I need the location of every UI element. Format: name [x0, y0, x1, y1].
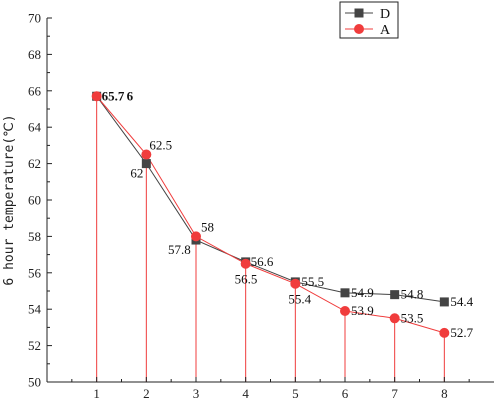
legend-label-A: A	[380, 23, 391, 38]
y-tick-label: 70	[28, 11, 41, 26]
data-label-D: 65.7	[102, 88, 125, 103]
data-label-D: 56.6	[251, 254, 274, 269]
y-tick-label: 66	[28, 83, 42, 98]
data-label-D: 62	[130, 166, 143, 181]
y-tick-label: 64	[28, 120, 42, 135]
y-tick-label: 54	[28, 302, 42, 317]
y-axis-title: 6 hour temperature(℃)	[2, 114, 17, 285]
y-tick-label: 62	[28, 156, 41, 171]
x-tick-label: 2	[143, 386, 150, 401]
legend-marker-D	[354, 8, 364, 18]
data-label-D: 54.8	[401, 287, 424, 302]
data-label-D: 54.4	[450, 294, 473, 309]
marker-A	[141, 149, 152, 160]
data-label-A: 62.5	[149, 138, 172, 153]
legend-marker-A	[354, 24, 364, 34]
y-tick-label: 52	[28, 338, 41, 353]
marker-A	[439, 327, 450, 338]
marker-D	[141, 159, 151, 169]
data-label-A: 53.9	[351, 303, 374, 318]
x-tick-label: 3	[193, 386, 200, 401]
data-label-A: 55.4	[288, 292, 311, 307]
x-tick-label: 8	[441, 386, 448, 401]
series-markers	[91, 91, 450, 338]
data-labels: 65.7 62 57.8 56.6 55.5 54.9 54.8 54.4 6 62.5 58 56.…	[102, 88, 474, 340]
marker-A	[91, 91, 102, 102]
marker-A	[240, 258, 251, 269]
y-tick-label: 50	[28, 375, 41, 390]
marker-A	[191, 231, 201, 242]
data-label-A: 52.7	[450, 325, 473, 340]
series-line-D	[96, 95, 445, 303]
x-tick-label: 6	[342, 386, 349, 401]
y-tick-label: 56	[28, 265, 42, 280]
axes	[46, 17, 494, 383]
y-tick-label: 68	[28, 47, 41, 62]
marker-D	[439, 297, 449, 307]
legend-box	[339, 1, 399, 39]
drop-lines	[96, 96, 445, 382]
marker-A	[290, 278, 301, 289]
data-label-A: 58	[201, 219, 214, 234]
data-label-D: 55.5	[301, 274, 324, 289]
data-label-A: 6	[127, 88, 134, 103]
legend-label-D: D	[380, 7, 390, 22]
marker-D	[390, 290, 400, 300]
data-label-A: 53.5	[401, 310, 424, 325]
y-tick-label: 60	[28, 193, 41, 208]
x-tick-label: 5	[292, 386, 299, 401]
data-label-D: 54.9	[351, 285, 374, 300]
legend: DA	[339, 1, 399, 39]
marker-A	[389, 313, 400, 324]
data-label-A: 56.5	[235, 272, 258, 287]
x-tick-label: 4	[242, 386, 249, 401]
data-label-D: 57.8	[168, 242, 191, 257]
marker-D	[340, 288, 350, 298]
series-line-A	[96, 95, 445, 334]
x-tick-label: 1	[93, 386, 100, 401]
series-lines	[96, 95, 445, 334]
x-tick-label: 7	[391, 386, 398, 401]
marker-A	[340, 306, 350, 317]
y-tick-label: 58	[28, 229, 41, 244]
